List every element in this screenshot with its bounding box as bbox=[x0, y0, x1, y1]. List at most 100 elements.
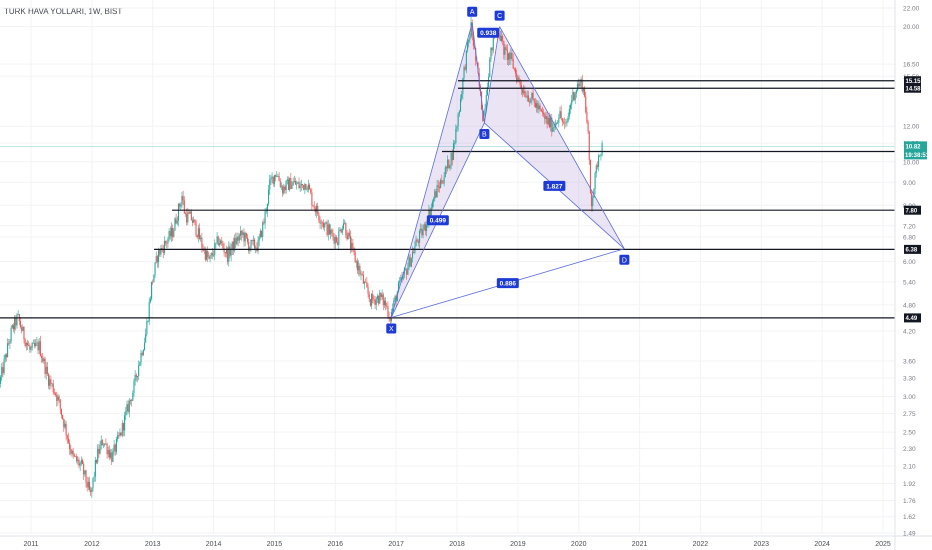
candle-body-231 bbox=[270, 177, 272, 180]
candle-body-0 bbox=[0, 376, 2, 384]
price-tick-label: 22.00 bbox=[903, 6, 920, 13]
candle-body-86 bbox=[100, 440, 102, 446]
candle-body-46 bbox=[53, 392, 55, 394]
candle-body-140 bbox=[163, 241, 165, 253]
candle-body-119 bbox=[139, 362, 141, 366]
ratio-label-1.827[interactable]: 1.827 bbox=[543, 180, 566, 191]
candle-body-21 bbox=[24, 339, 26, 346]
candle-body-330 bbox=[386, 305, 388, 307]
candle-body-111 bbox=[129, 399, 132, 401]
candle-body-28 bbox=[32, 343, 34, 344]
candle-body-225 bbox=[263, 222, 265, 224]
candle-body-399 bbox=[466, 41, 469, 51]
point-label-C[interactable]: C bbox=[494, 10, 505, 21]
candle-body-117 bbox=[136, 376, 139, 378]
candle-body-106 bbox=[124, 415, 126, 431]
candle-body-418 bbox=[489, 59, 491, 78]
candle-body-55 bbox=[64, 423, 66, 428]
candle-body-322 bbox=[376, 296, 378, 300]
candle-body-98 bbox=[114, 444, 116, 452]
candle-body-212 bbox=[248, 241, 250, 252]
horizontal-levels bbox=[0, 80, 895, 319]
candle-body-81 bbox=[94, 459, 96, 477]
price-axis[interactable]: 22.0020.0016.5015.5012.0011.0010.009.008… bbox=[894, 0, 920, 550]
point-text: C bbox=[497, 13, 502, 20]
candle-body-321 bbox=[375, 299, 377, 306]
candle-body-199 bbox=[232, 241, 235, 251]
point-label-X[interactable]: X bbox=[386, 323, 397, 334]
candle-body-454 bbox=[531, 92, 533, 101]
candle-body-344 bbox=[402, 274, 404, 280]
candle-body-260 bbox=[304, 184, 306, 190]
level-tag-box bbox=[904, 83, 921, 93]
candle-body-276 bbox=[323, 222, 325, 228]
time-tick-label: 2018 bbox=[449, 541, 465, 548]
candle-body-479 bbox=[560, 111, 562, 119]
candle-body-316 bbox=[369, 299, 371, 306]
leg-AB[interactable] bbox=[471, 22, 485, 124]
candle-body-197 bbox=[230, 249, 232, 256]
candle-body-488 bbox=[571, 100, 573, 105]
candle-body-124 bbox=[145, 333, 147, 343]
point-label-A[interactable]: A bbox=[467, 6, 478, 17]
candle-body-36 bbox=[42, 358, 44, 362]
candle-body-315 bbox=[368, 293, 370, 300]
candle-body-138 bbox=[161, 247, 163, 249]
candle-body-416 bbox=[486, 87, 488, 96]
candle-body-464 bbox=[543, 112, 545, 115]
candle-body-415 bbox=[485, 95, 487, 109]
leg-BC[interactable] bbox=[483, 26, 500, 124]
point-text: A bbox=[470, 9, 475, 16]
ratio-label-0.886[interactable]: 0.886 bbox=[496, 278, 519, 289]
candle-body-273 bbox=[319, 220, 321, 224]
candle-body-375 bbox=[438, 186, 440, 188]
ratio-box bbox=[426, 215, 449, 226]
leg-XA[interactable] bbox=[390, 22, 473, 318]
time-tick-label: 2021 bbox=[632, 541, 648, 548]
candle-body-61 bbox=[71, 450, 73, 454]
candle-body-449 bbox=[525, 96, 527, 98]
candles bbox=[0, 16, 603, 498]
grid-lines bbox=[0, 0, 895, 534]
candle-body-39 bbox=[45, 366, 47, 374]
candle-body-176 bbox=[205, 250, 208, 260]
candle-body-402 bbox=[470, 22, 472, 38]
candle-body-68 bbox=[79, 463, 81, 466]
candle-body-507 bbox=[593, 188, 595, 198]
candle-body-493 bbox=[576, 83, 579, 91]
candle-body-91 bbox=[106, 443, 108, 455]
candle-body-325 bbox=[380, 292, 382, 298]
price-tick-label: 7.20 bbox=[903, 223, 916, 230]
level-tag-text: 6.38 bbox=[906, 248, 918, 254]
candle-body-287 bbox=[335, 237, 338, 243]
candle-body-442 bbox=[517, 77, 519, 82]
candle-body-356 bbox=[416, 239, 418, 242]
candle-body-373 bbox=[436, 185, 438, 198]
ratio-label-0.499[interactable]: 0.499 bbox=[426, 215, 449, 226]
candle-body-75 bbox=[87, 481, 89, 488]
candle-body-66 bbox=[77, 459, 79, 462]
candle-body-329 bbox=[385, 300, 387, 306]
candle-body-501 bbox=[586, 112, 588, 122]
candle-body-427 bbox=[499, 35, 501, 41]
candle-body-47 bbox=[55, 393, 57, 395]
candle-body-132 bbox=[154, 262, 156, 275]
ratio-label-0.938[interactable]: 0.938 bbox=[477, 27, 500, 38]
candle-body-72 bbox=[84, 470, 86, 475]
candle-body-433 bbox=[506, 49, 508, 60]
leg-CD[interactable] bbox=[499, 26, 625, 249]
point-label-D[interactable]: D bbox=[619, 254, 630, 265]
candle-body-19 bbox=[22, 326, 24, 331]
point-label-B[interactable]: B bbox=[479, 128, 490, 139]
candle-body-503 bbox=[588, 131, 590, 160]
candle-body-121 bbox=[141, 352, 143, 356]
time-axis[interactable]: 2011 2012 2013 2014 2015 2016 2017 2018 2019 2020… bbox=[0, 535, 932, 548]
candle-body-3 bbox=[3, 359, 5, 374]
candle-body-317 bbox=[371, 294, 373, 306]
candle-body-319 bbox=[373, 299, 375, 301]
candle-body-128 bbox=[149, 299, 151, 303]
candle-body-265 bbox=[310, 189, 312, 193]
candle-body-166 bbox=[194, 219, 196, 222]
candle-body-100 bbox=[117, 435, 119, 440]
